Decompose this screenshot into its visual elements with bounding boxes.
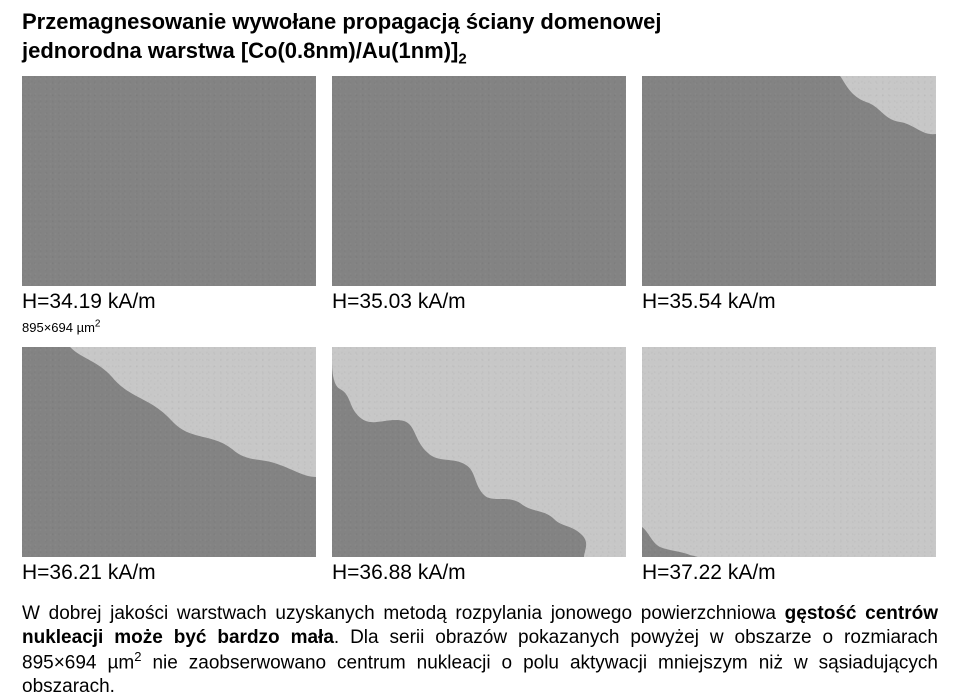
panel-label-r1c3: H=35.54 kA/m: [642, 288, 936, 344]
micrograph-r1c2: [332, 76, 626, 286]
title-line-2: jednorodna warstwa [Co(0.8nm)/Au(1nm)]2: [22, 37, 938, 69]
panel-r2c2: [332, 347, 626, 557]
title-line-1: Przemagnesowanie wywołane propagacją ści…: [22, 8, 938, 37]
title-subscript: 2: [458, 50, 466, 67]
image-grid: H=34.19 kA/m 895×694 µm2 H=35.03 kA/m H=…: [22, 76, 938, 591]
panel-label-r2c3: H=37.22 kA/m: [642, 559, 936, 592]
micrograph-r1c3: [642, 76, 936, 286]
dimension-note: 895×694 µm2: [22, 320, 100, 335]
field-label: H=34.19 kA/m: [22, 290, 156, 313]
micrograph-r2c3: [642, 347, 936, 557]
micrograph-r2c1: [22, 347, 316, 557]
panel-r2c1: [22, 347, 316, 557]
panel-label-r2c2: H=36.88 kA/m: [332, 559, 626, 592]
caption-part1: W dobrej jakości warstwach uzyskanych me…: [22, 603, 785, 624]
panel-r2c3: [642, 347, 936, 557]
panel-r1c3: [642, 76, 936, 286]
figure-caption: W dobrej jakości warstwach uzyskanych me…: [22, 602, 938, 699]
title-line-2-prefix: jednorodna warstwa [Co(0.8nm)/Au(1nm)]: [22, 38, 458, 63]
panel-label-r1c2: H=35.03 kA/m: [332, 288, 626, 344]
panel-label-r1c1: H=34.19 kA/m 895×694 µm2: [22, 288, 316, 344]
title-block: Przemagnesowanie wywołane propagacją ści…: [22, 8, 938, 68]
panel-label-r2c1: H=36.21 kA/m: [22, 559, 316, 592]
micrograph-r1c1: [22, 76, 316, 286]
panel-r1c2: [332, 76, 626, 286]
micrograph-r2c2: [332, 347, 626, 557]
caption-part3: nie zaobserwowano centrum nukleacji o po…: [22, 653, 938, 698]
panel-r1c1: [22, 76, 316, 286]
